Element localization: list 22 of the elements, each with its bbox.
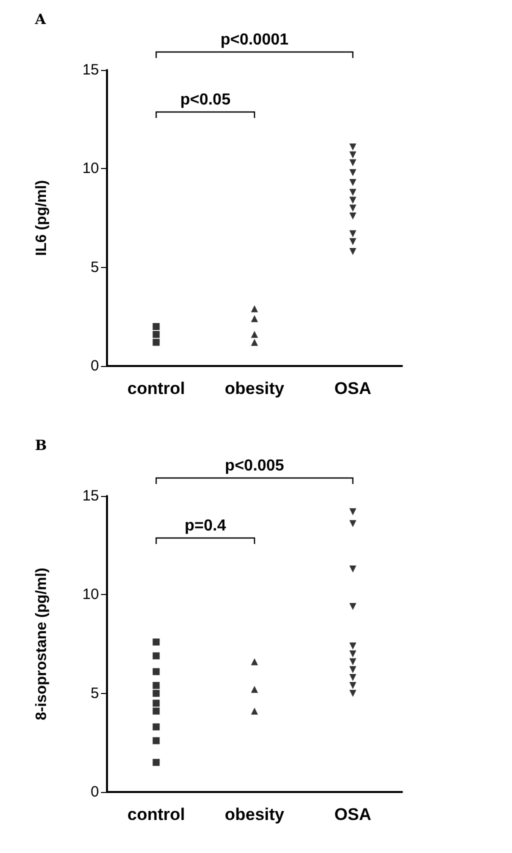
annotation: p<0.05	[180, 92, 231, 108]
y-tick-label: 10	[82, 160, 99, 178]
y-tick-label: 15	[82, 488, 99, 504]
chart-title: A	[34, 12, 47, 28]
x-tick-label: obesity	[224, 379, 285, 398]
y-tick-label: 5	[90, 684, 99, 702]
x-tick-label: control	[127, 379, 185, 398]
x-tick-label: obesity	[224, 805, 285, 824]
y-tick-label: 15	[82, 62, 99, 78]
text: p<0.0001	[220, 32, 289, 48]
x-tick-label: OSA	[334, 379, 372, 398]
y-tick-label: 0	[90, 358, 99, 374]
x-tick-label: control	[127, 805, 185, 824]
x-tick-label: OSA	[334, 805, 372, 824]
annotation: p=0.4	[184, 518, 226, 534]
y-axis-title: 8-isoprostane (pg/ml)	[33, 568, 50, 720]
text: p<0.005	[224, 458, 284, 474]
y-tick-label: 5	[90, 258, 99, 276]
y-axis-title: IL6 (pg/ml)	[33, 180, 50, 256]
y-tick-label: 0	[90, 784, 99, 800]
y-tick-label: 10	[82, 586, 99, 604]
chart-title: B	[35, 438, 47, 454]
